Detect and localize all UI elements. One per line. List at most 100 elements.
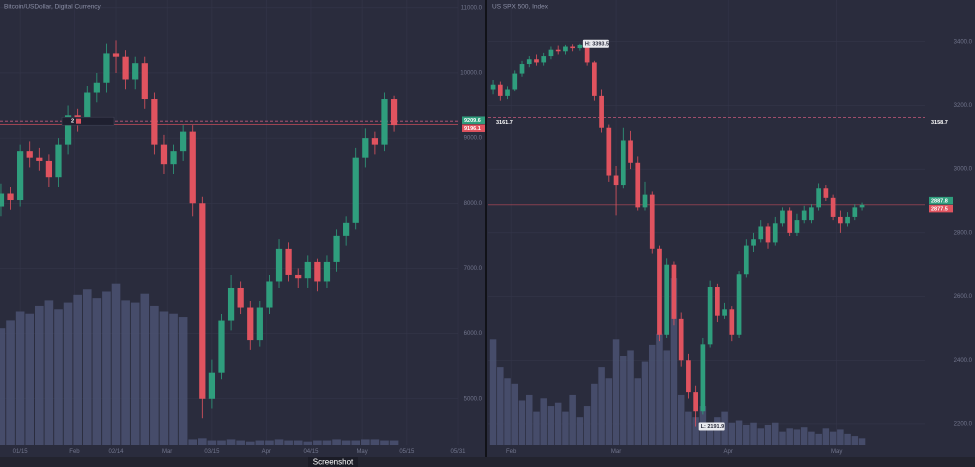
- volume-bar: [380, 440, 389, 445]
- volume-bar: [547, 406, 555, 445]
- candle-body: [333, 235, 340, 262]
- volume-bar: [858, 438, 866, 445]
- volume-bar: [511, 383, 519, 445]
- candle: [505, 86, 510, 100]
- annotation-label: L: 2191.9: [701, 424, 725, 430]
- volume-bar: [612, 339, 620, 445]
- candle-body: [497, 84, 503, 96]
- candle: [132, 56, 139, 90]
- volume-bar: [540, 398, 547, 445]
- candle-body: [512, 73, 518, 90]
- y-tick-label: 8000.0: [464, 201, 483, 207]
- navigator: [0, 457, 975, 467]
- candle: [26, 141, 33, 168]
- volume-bar: [844, 433, 851, 445]
- candle-body: [772, 223, 778, 243]
- volume-bar: [685, 411, 692, 445]
- candle-body: [649, 194, 655, 249]
- volume-bar: [159, 311, 169, 445]
- volume-bar: [670, 278, 678, 445]
- candle-body: [736, 274, 742, 335]
- candle-body: [787, 210, 793, 233]
- volume-bar: [370, 439, 380, 445]
- annotation-box: [582, 39, 609, 48]
- volume-bar: [15, 311, 25, 445]
- candle: [141, 56, 148, 109]
- candle-body: [700, 344, 706, 412]
- panel: 2200.0 2400.0 2600.0 2800.0 3000.0 3200.0 3400…: [488, 0, 973, 466]
- candle: [256, 301, 263, 347]
- x-tick-label: 03/15: [204, 449, 220, 455]
- candle-body: [809, 207, 814, 221]
- candle-body: [189, 131, 196, 204]
- candle: [36, 147, 43, 171]
- button-label[interactable]: Screenshot: [313, 458, 354, 467]
- candle-body: [295, 274, 302, 279]
- volume-bar: [497, 367, 504, 445]
- volume-bar: [750, 422, 757, 445]
- x-tick-label: 01/15: [13, 449, 29, 455]
- candle: [563, 44, 568, 55]
- candle-body: [55, 144, 62, 178]
- candle-body: [490, 84, 496, 90]
- candle-body: [563, 46, 568, 52]
- candle-body: [84, 92, 91, 119]
- candle: [103, 43, 110, 93]
- candle-body: [390, 99, 398, 126]
- candle: [555, 45, 561, 55]
- candle: [686, 353, 691, 399]
- candle: [295, 268, 302, 288]
- candle-body: [526, 59, 532, 65]
- y-tick-label: 2800.0: [954, 230, 973, 236]
- volume-bar: [735, 420, 743, 445]
- price-label: 9209.6: [464, 118, 481, 124]
- volume-bar: [130, 302, 140, 445]
- candle: [664, 258, 670, 338]
- volume-bar: [0, 328, 6, 445]
- volume-bar: [82, 289, 92, 445]
- candle-body: [103, 53, 110, 83]
- candle-body: [577, 44, 583, 49]
- x-tick-label: 05/15: [399, 449, 415, 455]
- candle-body: [519, 64, 525, 74]
- candle: [751, 232, 756, 252]
- candle: [314, 258, 321, 292]
- candle: [247, 301, 254, 350]
- volume-bar: [576, 417, 584, 445]
- x-tick-label: Feb: [506, 449, 517, 455]
- candle-body: [17, 151, 24, 201]
- y-tick-label: 3400.0: [954, 39, 973, 45]
- button-background[interactable]: [308, 457, 358, 467]
- candle-body: [837, 216, 843, 224]
- candle-body: [686, 360, 691, 393]
- volume-bar: [255, 440, 265, 445]
- candle: [606, 124, 612, 182]
- candle-body: [285, 248, 292, 275]
- alert-badge: 2: [71, 119, 74, 125]
- annotation-label: H: 3393.5: [585, 41, 609, 47]
- candle-body: [218, 320, 225, 373]
- candle-body: [151, 99, 158, 145]
- y-tick-label: 9000.0: [464, 136, 483, 142]
- candle-body: [635, 162, 641, 208]
- candle: [642, 181, 648, 211]
- volume-bar: [265, 440, 274, 445]
- alert-badge-box: [61, 116, 115, 126]
- candle: [599, 89, 604, 133]
- candle: [823, 185, 829, 201]
- candle: [577, 43, 583, 51]
- candle: [7, 186, 14, 210]
- screenshot-button[interactable]: Screenshot: [308, 457, 358, 467]
- y-tick-label: 3200.0: [954, 103, 973, 109]
- candle-body: [780, 210, 785, 224]
- volume-bar: [504, 378, 511, 445]
- volume-bar: [786, 428, 793, 445]
- volume-bar: [743, 424, 750, 445]
- volume-bar: [274, 439, 284, 445]
- price-box: [929, 204, 953, 213]
- candle: [671, 261, 677, 326]
- candle: [122, 50, 129, 90]
- candle-body: [859, 204, 865, 208]
- candle-body: [584, 44, 590, 63]
- volume-bar: [808, 431, 815, 445]
